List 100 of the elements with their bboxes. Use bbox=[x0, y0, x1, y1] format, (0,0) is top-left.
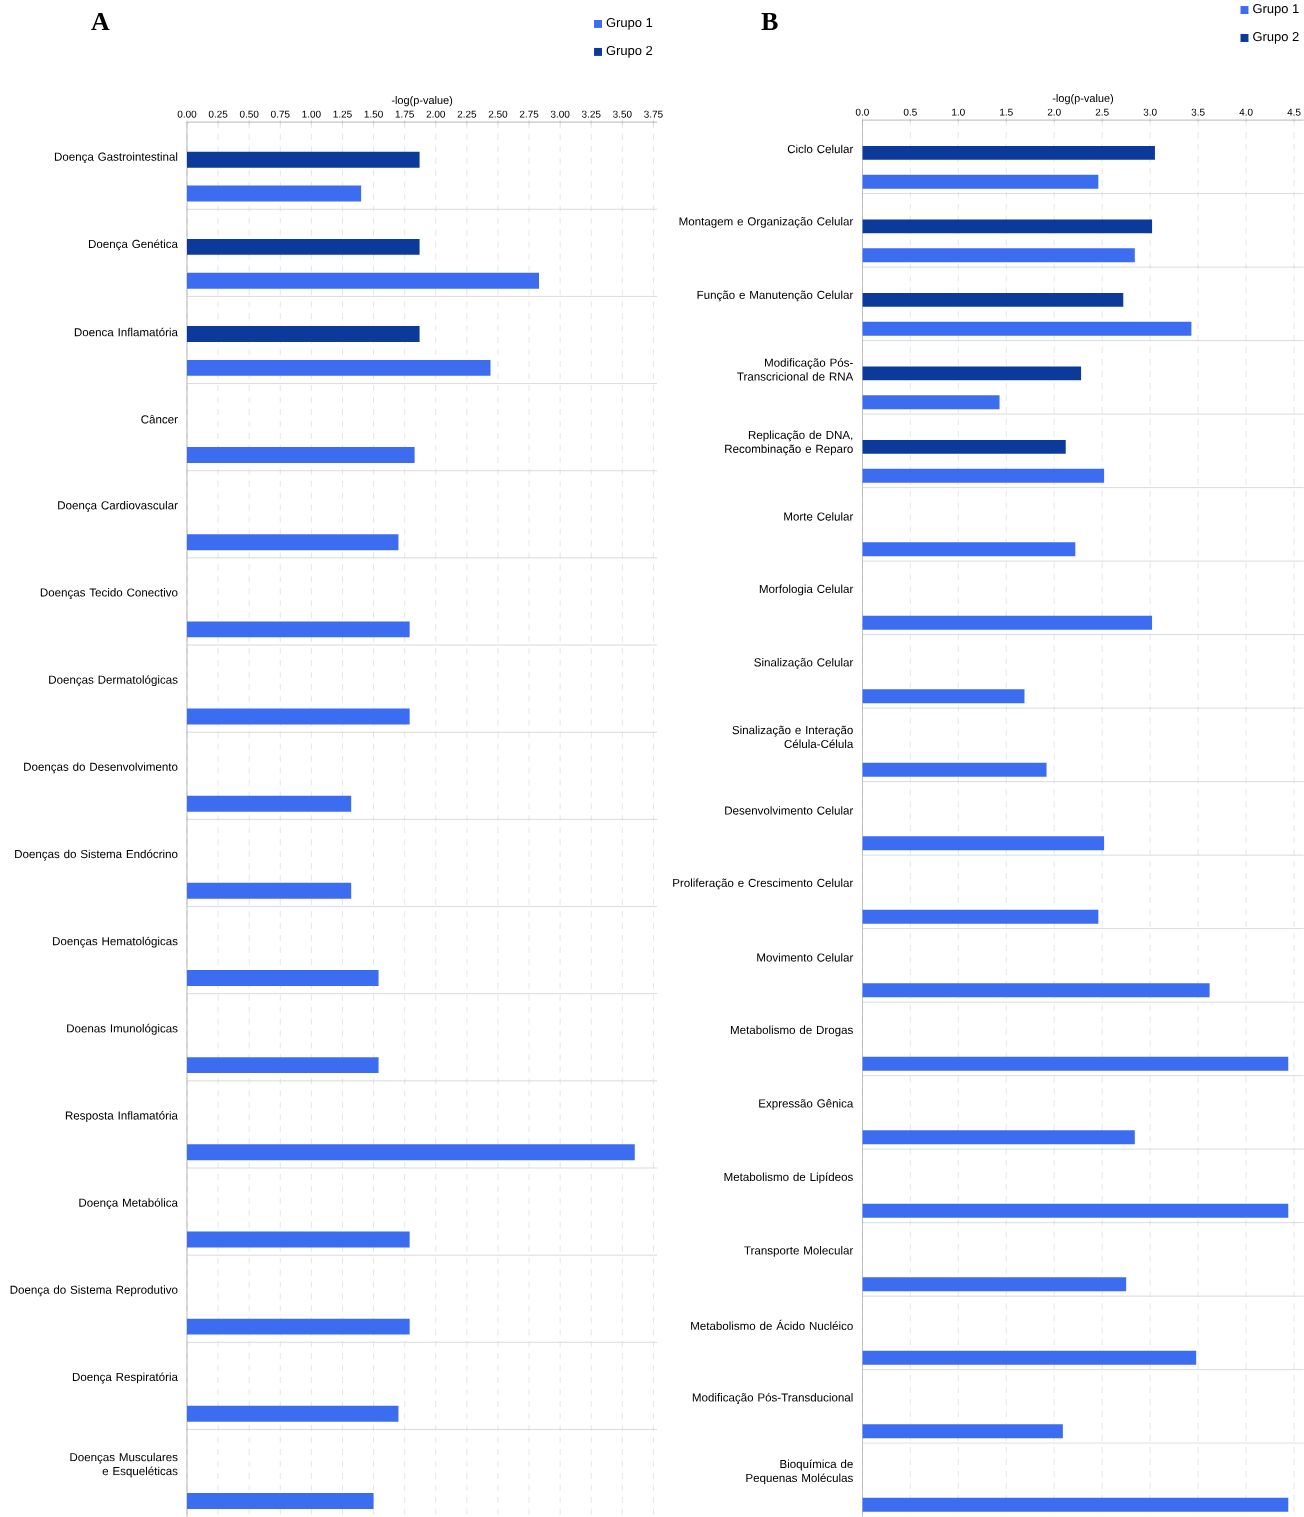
bar bbox=[862, 836, 1105, 851]
bar bbox=[862, 615, 1153, 630]
x-axis-title: -log(p-value) bbox=[1052, 94, 1114, 105]
bar bbox=[187, 621, 410, 638]
x-tick-label: 0.25 bbox=[208, 110, 228, 118]
x-tick-label: 0.50 bbox=[239, 110, 259, 118]
x-tick-label: 3.50 bbox=[613, 110, 632, 118]
y-tick-label: Proliferação e Crescimento Celular bbox=[673, 878, 854, 890]
y-tick-label: Ciclo Celular bbox=[787, 144, 854, 154]
bar bbox=[187, 882, 352, 899]
x-tick-label: 1.25 bbox=[333, 110, 352, 118]
bar bbox=[862, 292, 1124, 307]
bar bbox=[187, 1231, 410, 1248]
y-tick-label: Doença Respiratória bbox=[72, 1372, 178, 1384]
bar bbox=[187, 447, 415, 464]
bar bbox=[187, 151, 420, 168]
chart-title: A bbox=[91, 12, 110, 31]
y-tick-label: Expressão Gênica bbox=[759, 1099, 854, 1110]
x-tick-label: 1.00 bbox=[302, 110, 321, 118]
bar bbox=[187, 1492, 374, 1509]
y-tick-label: Doenças do Desenvolvimento bbox=[24, 762, 178, 774]
x-tick-label: 2.5 bbox=[1095, 108, 1109, 116]
x-tick-label: 1.75 bbox=[395, 110, 414, 118]
bar bbox=[187, 1144, 635, 1161]
y-tick-label: Morfologia Celular bbox=[759, 584, 854, 596]
bar bbox=[862, 439, 1066, 454]
x-tick-label: 4.5 bbox=[1287, 108, 1301, 116]
x-tick-label: 3.25 bbox=[581, 110, 601, 118]
bar bbox=[187, 359, 491, 376]
x-tick-label: 1.5 bbox=[1000, 108, 1013, 116]
x-tick-label: 2.00 bbox=[426, 110, 446, 118]
bar bbox=[862, 1424, 1063, 1439]
y-tick-label: Doença do Sistema Reprodutivo bbox=[10, 1285, 178, 1297]
bar bbox=[862, 145, 1155, 160]
y-tick-label: Morte Celular bbox=[784, 512, 854, 521]
y-tick-label: Metabolismo de Lipídeos bbox=[724, 1172, 853, 1184]
x-tick-label: 2.75 bbox=[519, 110, 539, 118]
bar bbox=[862, 321, 1192, 336]
bar bbox=[187, 795, 352, 812]
y-tick-label: Modificação Pós-Transcricional de RNA bbox=[737, 358, 854, 381]
y-tick-label: Desenvolvimento Celular bbox=[725, 806, 854, 815]
bar bbox=[862, 1203, 1289, 1218]
legend-label: Grupo 1 bbox=[606, 17, 653, 30]
y-tick-label: Movimento Celular bbox=[757, 953, 854, 962]
bar bbox=[862, 174, 1099, 189]
bar bbox=[862, 1277, 1127, 1292]
y-tick-label: Doenças do Sistema Endócrino bbox=[15, 849, 178, 861]
bar bbox=[187, 534, 399, 551]
bar bbox=[187, 185, 362, 202]
y-tick-label: Doença Cardiovascular bbox=[58, 500, 178, 512]
bar bbox=[187, 1057, 379, 1074]
y-tick-label: Câncer bbox=[141, 414, 178, 424]
bar bbox=[862, 542, 1076, 557]
x-tick-label: 3.0 bbox=[1143, 108, 1157, 116]
legend-label: Grupo 1 bbox=[1253, 4, 1299, 16]
chart-title: B bbox=[761, 12, 778, 30]
bar bbox=[187, 1318, 410, 1335]
bar bbox=[862, 1130, 1135, 1145]
bar bbox=[862, 1350, 1197, 1365]
bar bbox=[187, 970, 379, 986]
x-tick-label: 3.5 bbox=[1191, 108, 1205, 116]
bar bbox=[862, 468, 1105, 483]
y-tick-label: Bioquímica de Pequenas Moléculas bbox=[746, 1459, 853, 1485]
y-tick-label: Doença Genética bbox=[88, 239, 178, 251]
y-tick-label: Montagem e Organização Celular bbox=[679, 216, 854, 228]
x-tick-label: 3.75 bbox=[644, 110, 663, 118]
x-tick-label: 0.00 bbox=[177, 110, 197, 118]
y-tick-label: Sinalização Celular bbox=[754, 657, 854, 669]
x-tick-label: 2.0 bbox=[1047, 108, 1061, 116]
y-tick-label: Sinalização e Interação Célula-Célula bbox=[732, 725, 854, 749]
y-tick-label: Doenca Inflamatória bbox=[74, 327, 178, 337]
bar bbox=[862, 1056, 1289, 1071]
x-tick-label: 1.50 bbox=[364, 110, 383, 118]
y-tick-label: Replicação de DNA, Recombinação e Reparo bbox=[725, 430, 853, 456]
y-tick-label: Função e Manutenção Celular bbox=[697, 290, 854, 302]
bar bbox=[862, 909, 1099, 924]
y-tick-label: Metabolismo de Drogas bbox=[730, 1025, 853, 1037]
bar bbox=[862, 762, 1047, 777]
bar bbox=[862, 366, 1082, 381]
y-tick-label: Doença Metabólica bbox=[79, 1198, 178, 1210]
bar bbox=[862, 395, 1000, 410]
bar bbox=[187, 326, 420, 342]
x-axis-title: -log(p-value) bbox=[391, 96, 453, 107]
x-tick-label: 2.25 bbox=[457, 110, 477, 118]
x-tick-label: 4.0 bbox=[1239, 108, 1253, 116]
x-tick-label: 0.75 bbox=[270, 110, 290, 118]
bar bbox=[187, 238, 420, 255]
y-tick-label: Transporte Molecular bbox=[744, 1246, 854, 1257]
x-tick-label: 0.0 bbox=[855, 108, 869, 116]
y-tick-label: Doenças Musculares e Esqueléticas bbox=[70, 1452, 178, 1478]
bar bbox=[862, 983, 1210, 998]
y-tick-label: Resposta Inflamatória bbox=[65, 1111, 178, 1122]
x-tick-label: 1.0 bbox=[952, 108, 965, 116]
bar bbox=[862, 219, 1153, 234]
y-tick-label: Doenças Hematológicas bbox=[53, 936, 178, 948]
y-tick-label: Metabolismo de Ácido Nucléico bbox=[691, 1319, 853, 1330]
bar bbox=[862, 1497, 1289, 1512]
y-tick-label: Doenas Imunológicas bbox=[67, 1023, 178, 1035]
bar bbox=[862, 689, 1025, 704]
y-tick-label: Doença Gastrointestinal bbox=[54, 152, 178, 164]
